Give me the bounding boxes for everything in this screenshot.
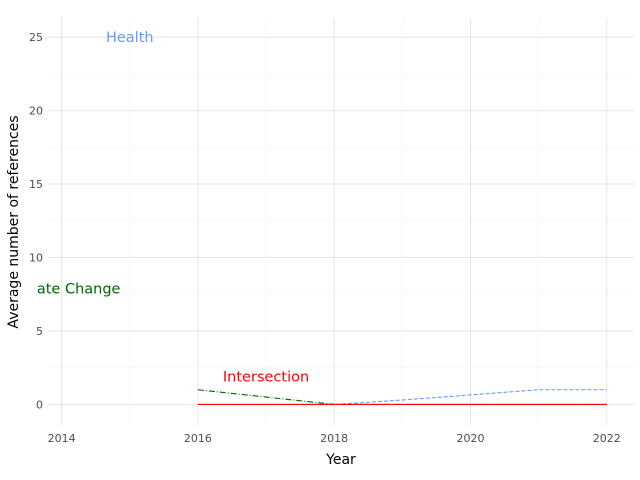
x-tick-label: 2016 [184,432,212,445]
y-tick-label: 20 [29,105,43,118]
x-axis-ticks: 2014 2016 2018 2020 2022 [48,432,621,445]
annotations: Health ate Change Intersection [37,30,309,385]
y-tick-label: 5 [36,325,43,338]
y-tick-label: 10 [29,251,43,264]
y-axis-title: Average number of references [6,115,22,328]
x-axis-title: Year [325,452,356,468]
annotation-label: ate Change [37,281,121,297]
y-tick-label: 25 [29,31,43,44]
grid [48,18,634,425]
x-tick-label: 2022 [593,432,621,445]
annotation-label: Intersection [223,370,309,386]
series-layer [197,389,607,405]
y-tick-label: 0 [36,398,43,411]
annotation-label: Health [106,30,154,46]
y-axis-ticks: 0 5 10 15 20 25 [29,31,43,411]
x-tick-label: 2020 [456,432,484,445]
x-tick-label: 2018 [320,432,348,445]
y-tick-label: 15 [29,178,43,191]
x-tick-label: 2014 [48,432,76,445]
